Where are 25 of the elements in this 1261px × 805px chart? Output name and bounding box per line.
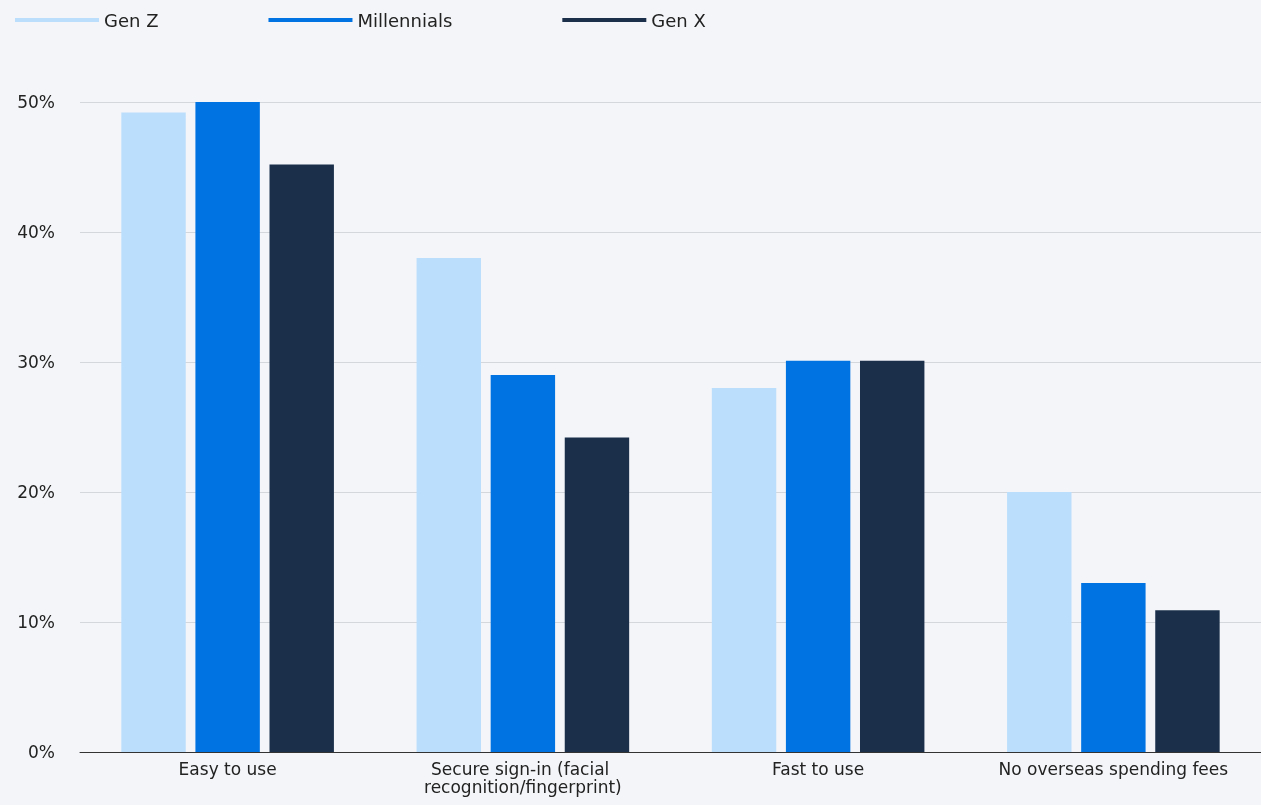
y-tick-label: 10% [17,612,55,632]
legend-label: Gen X [651,9,706,31]
legend-label: Gen Z [104,9,159,31]
bar [564,437,630,752]
legend-label: Millennials [357,9,453,31]
bar [490,375,556,752]
x-tick-label: No overseas spending fees [998,759,1229,779]
bar [1155,610,1220,752]
x-tick-label: Fast to use [772,759,865,779]
bar [1007,492,1072,752]
x-tick-label: Secure sign-in (facial recognition/fingerprint) [424,759,622,797]
y-tick-label: 0% [28,742,55,762]
bar [269,164,334,752]
bar [121,112,186,752]
y-tick-label: 40% [17,222,55,242]
y-tick-label: 50% [17,92,55,112]
bar [860,360,925,752]
bar [1081,583,1146,752]
bar [785,360,851,752]
bar [195,102,260,752]
y-tick-label: 20% [17,482,55,502]
bar [416,258,481,752]
x-tick-label: Easy to use [178,759,277,779]
y-tick-label: 30% [17,352,55,372]
bar [711,388,777,752]
